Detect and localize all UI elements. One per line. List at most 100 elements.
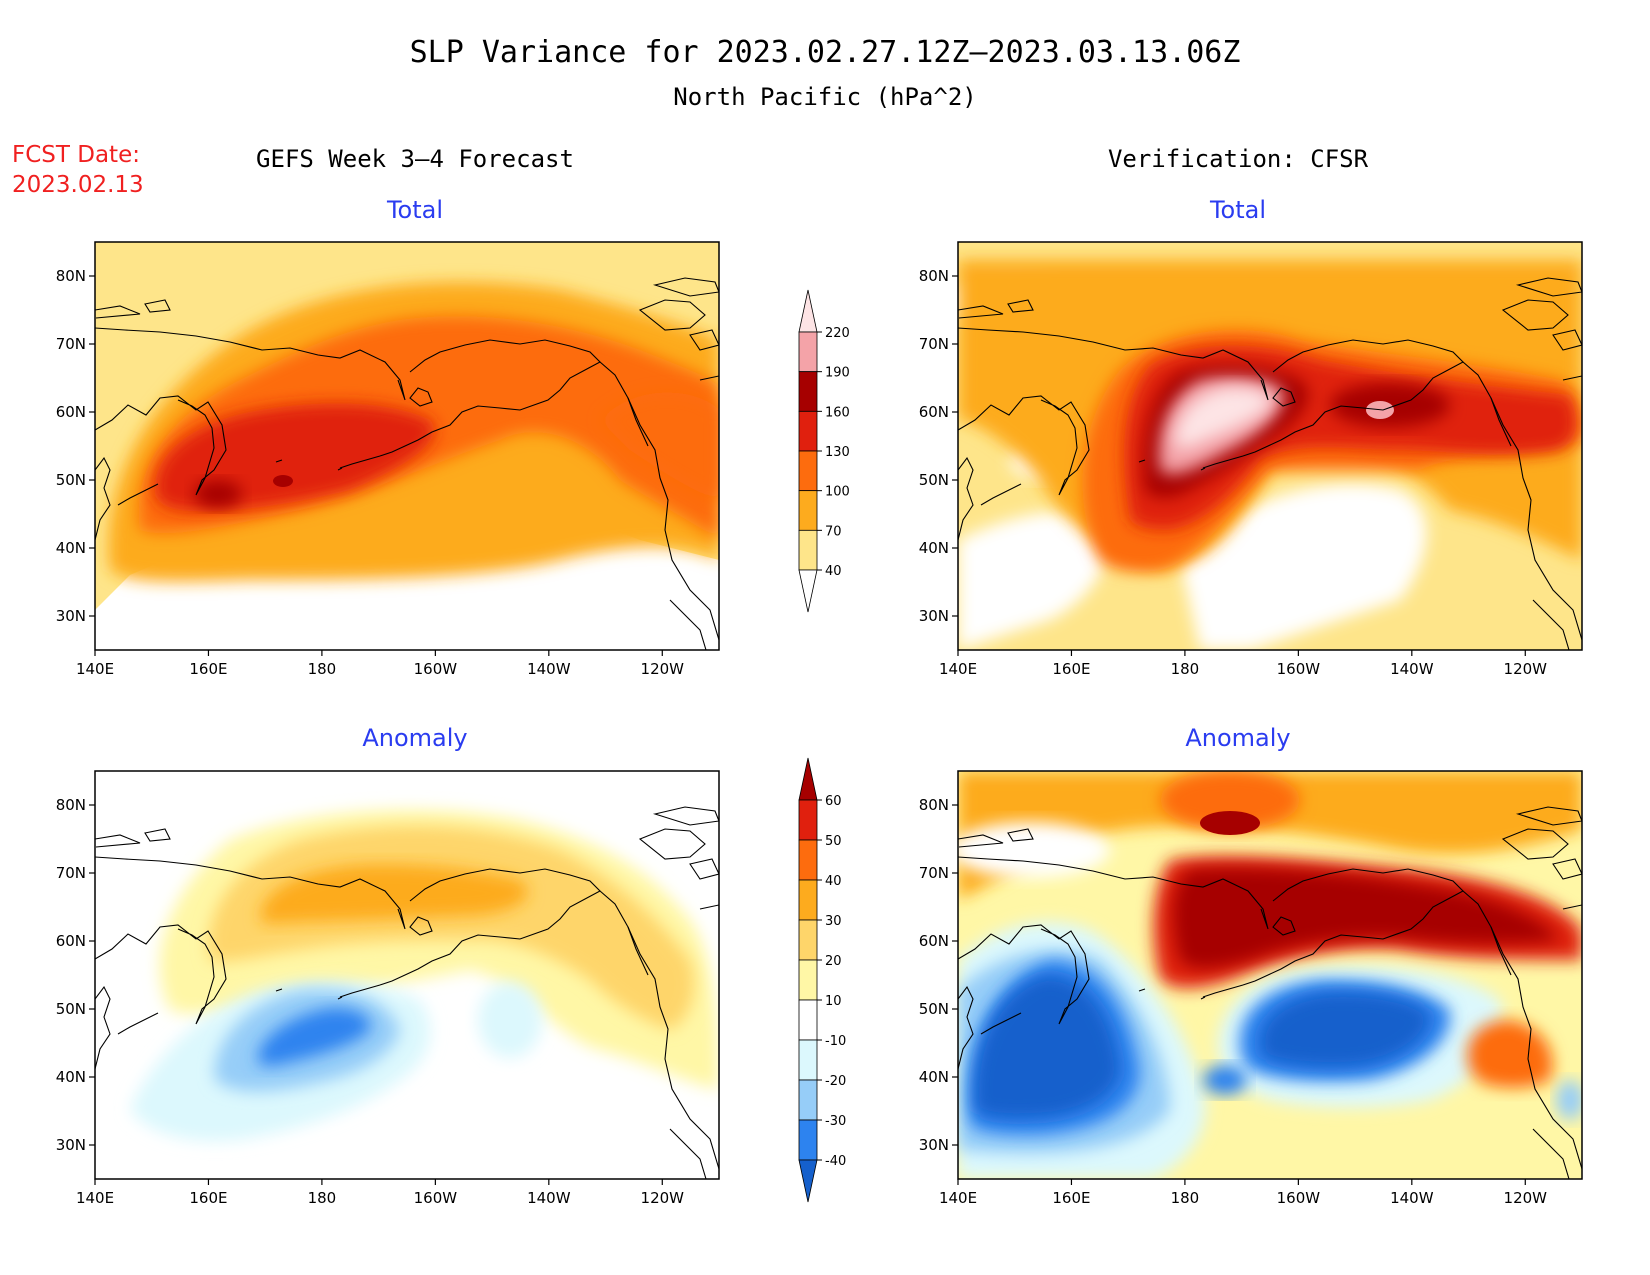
y-tick-label: 60N: [56, 932, 86, 950]
colorbar-label: 20: [825, 954, 842, 969]
field-contour-neg40: [973, 975, 1120, 1119]
colorbar-segment: [798, 490, 818, 531]
field-contour-30: [260, 864, 528, 924]
field-contour-100-east: [600, 392, 719, 500]
y-tick-label: 50N: [56, 471, 86, 489]
colorbar-label: -10: [825, 1034, 846, 1049]
y-tick-label: 70N: [919, 864, 949, 882]
y-tick-label: 60N: [56, 403, 86, 421]
x-tick-label: 120W: [641, 660, 685, 678]
y-tick-label: 70N: [56, 864, 86, 882]
colorbar-segment: [798, 1039, 818, 1081]
y-tick-label: 50N: [919, 1000, 949, 1018]
x-tick-label: 160E: [1052, 1189, 1090, 1207]
colorbar-label: -20: [825, 1074, 846, 1089]
y-tick-label: 30N: [919, 607, 949, 625]
field-contour-160-a: [194, 480, 242, 508]
panel-title-forecast-total: Total: [386, 196, 443, 224]
x-tick-label: 120W: [1504, 660, 1548, 678]
x-tick-label: 120W: [1504, 1189, 1548, 1207]
x-tick-label: 140E: [939, 660, 977, 678]
y-tick-label: 80N: [919, 796, 949, 814]
field-contour-neg-small-east: [1556, 1080, 1582, 1120]
colorbar-label: 220: [825, 326, 850, 341]
colorbar-label: 40: [825, 874, 842, 889]
fcst-date-label: FCST Date:: [12, 142, 140, 168]
y-tick-label: 60N: [919, 932, 949, 950]
colorbar-segment: [798, 1079, 818, 1121]
colorbar-segment: [798, 371, 818, 412]
field-contour-lt40-a: [958, 511, 1107, 650]
colorbar-label: 60: [825, 794, 842, 809]
x-tick-label: 120W: [641, 1189, 685, 1207]
colorbar-top-arrow: [798, 757, 818, 801]
field-contour-160-b: [273, 475, 293, 487]
colorbar-label: 70: [825, 524, 842, 539]
x-tick-label: 180: [1171, 1189, 1200, 1207]
field-contour-neg40-east: [1259, 991, 1430, 1068]
y-tick-label: 30N: [56, 1136, 86, 1154]
panel-title-forecast-anomaly: Anomaly: [362, 724, 467, 752]
colorbar-segment: [798, 450, 818, 492]
x-tick-label: 140E: [76, 1189, 114, 1207]
field-contour-neg30-small: [1203, 1065, 1247, 1095]
colorbar-segment: [798, 999, 818, 1041]
x-tick-label: 140W: [1390, 660, 1434, 678]
colorbar-anomaly: -40 -30 -20 -10 10 20 30 40 50 60: [798, 757, 846, 1203]
y-tick-label: 40N: [56, 1068, 86, 1086]
map-frame-forecast-anomaly: [94, 770, 720, 1180]
colorbar-segment: [798, 959, 818, 1001]
x-tick-label: 140W: [527, 660, 571, 678]
map-verification-anomaly: [958, 771, 1582, 1179]
colorbar-segment: [798, 919, 818, 961]
map-forecast-total: [95, 242, 719, 650]
chart-subtitle: North Pacific (hPa^2): [673, 83, 976, 111]
colorbar-label: 50: [825, 834, 842, 849]
colorbar-label: 40: [825, 564, 842, 579]
fcst-date-value: 2023.02.13: [12, 172, 144, 198]
y-tick-label: 70N: [56, 335, 86, 353]
y-tick-label: 60N: [919, 403, 949, 421]
map-forecast-anomaly: [95, 771, 719, 1179]
field-contour-neg30: [257, 1007, 371, 1066]
y-tick-label: 70N: [919, 335, 949, 353]
colorbar-label: -40: [825, 1154, 846, 1169]
colorbar-segment: [798, 879, 818, 921]
panel-title-verification-total: Total: [1209, 196, 1266, 224]
x-tick-label: 160E: [1052, 660, 1090, 678]
axes-layer: 140E 160E 180 160W 140W 120W 30N 40N 50N 60N 70N 80…: [56, 267, 1547, 1207]
field-contour-lt40-b: [1180, 483, 1427, 650]
field-contour-neg10-east: [478, 982, 542, 1058]
y-tick-label: 80N: [919, 267, 949, 285]
colorbar-label: -30: [825, 1114, 846, 1129]
x-tick-label: 180: [308, 1189, 337, 1207]
map-frame-verification-total: [957, 241, 1583, 651]
colorbar-segment: [798, 529, 818, 571]
left-column-title: GEFS Week 3–4 Forecast: [256, 145, 574, 173]
y-tick-label: 40N: [56, 539, 86, 557]
x-tick-label: 140E: [76, 660, 114, 678]
colorbar-segment: [798, 839, 818, 881]
colorbars-layer: 40 70 100 130 160 190 220 -40 -30 -20 -10 10 20 30 40 5…: [798, 289, 850, 1203]
map-verification-total: [958, 242, 1582, 650]
map-frame-forecast-total: [94, 241, 720, 651]
colorbar-label: 130: [825, 445, 850, 460]
colorbar-bottom-arrow: [798, 1159, 818, 1203]
y-tick-label: 80N: [56, 267, 86, 285]
x-tick-label: 140E: [939, 1189, 977, 1207]
y-tick-label: 30N: [56, 607, 86, 625]
field-contour-pos-west: [958, 822, 1110, 878]
colorbar-segment: [798, 799, 818, 841]
x-tick-label: 160W: [414, 660, 458, 678]
field-contour-220: [1175, 387, 1271, 448]
x-tick-label: 160W: [1277, 660, 1321, 678]
x-tick-label: 180: [308, 660, 337, 678]
x-tick-label: 160W: [414, 1189, 458, 1207]
colorbar-segment: [798, 331, 818, 373]
colorbar-label: 100: [825, 485, 850, 500]
y-tick-label: 50N: [919, 471, 949, 489]
colorbar-segment: [798, 410, 818, 452]
y-tick-label: 40N: [919, 1068, 949, 1086]
x-tick-label: 160W: [1277, 1189, 1321, 1207]
chart-title: SLP Variance for 2023.02.27.12Z–2023.03.…: [410, 35, 1241, 70]
